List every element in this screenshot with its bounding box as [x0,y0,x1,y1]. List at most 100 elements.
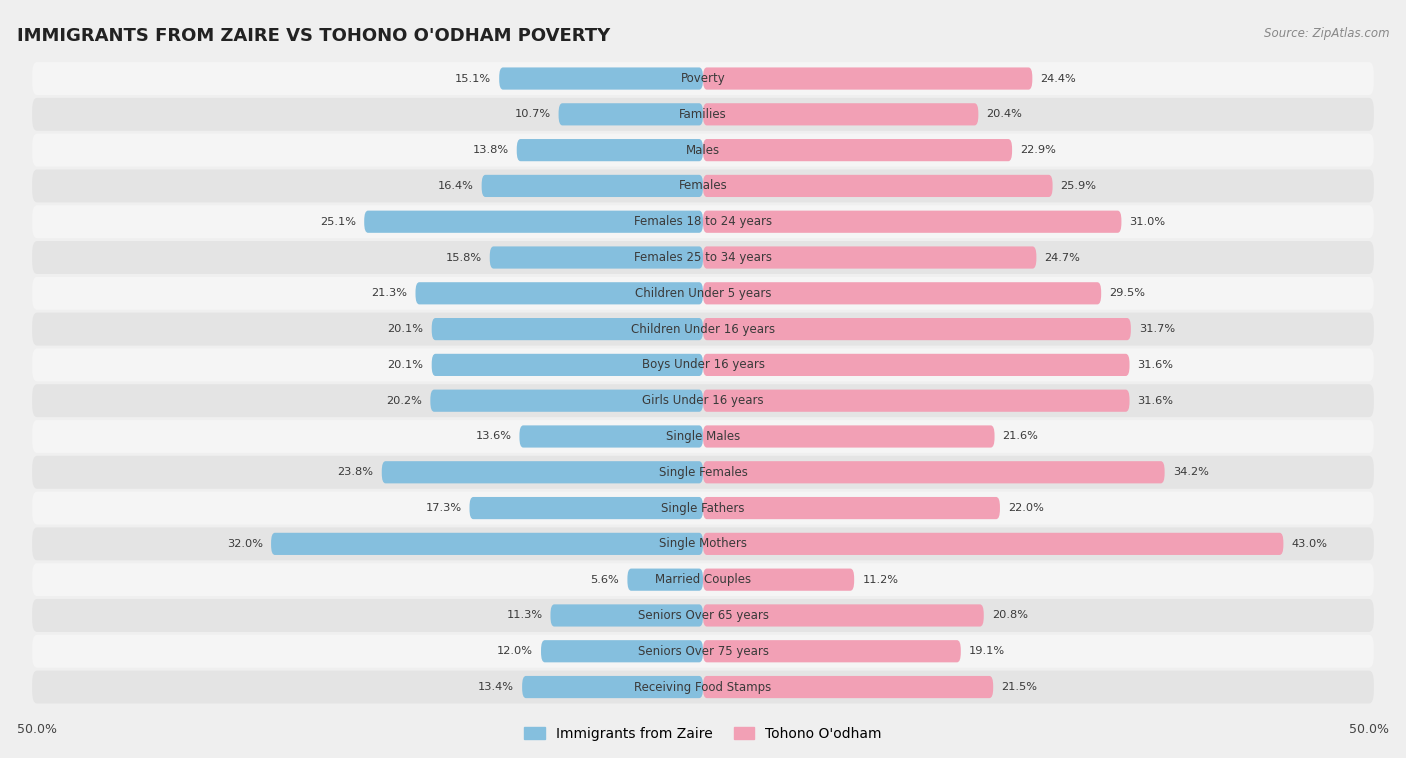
FancyBboxPatch shape [703,103,979,125]
FancyBboxPatch shape [271,533,703,555]
FancyBboxPatch shape [32,312,1374,346]
Text: 21.3%: 21.3% [371,288,408,299]
FancyBboxPatch shape [558,103,703,125]
FancyBboxPatch shape [551,604,703,627]
Text: Single Females: Single Females [658,465,748,479]
FancyBboxPatch shape [432,354,703,376]
FancyBboxPatch shape [703,676,993,698]
Text: Females 18 to 24 years: Females 18 to 24 years [634,215,772,228]
FancyBboxPatch shape [32,170,1374,202]
Text: 15.8%: 15.8% [446,252,482,262]
Text: Children Under 16 years: Children Under 16 years [631,323,775,336]
FancyBboxPatch shape [32,205,1374,238]
FancyBboxPatch shape [703,67,1032,89]
Text: 10.7%: 10.7% [515,109,551,119]
Text: 34.2%: 34.2% [1173,467,1209,478]
FancyBboxPatch shape [32,277,1374,310]
Text: Males: Males [686,143,720,157]
FancyBboxPatch shape [32,133,1374,167]
Legend: Immigrants from Zaire, Tohono O'odham: Immigrants from Zaire, Tohono O'odham [519,721,887,747]
Text: Females 25 to 34 years: Females 25 to 34 years [634,251,772,264]
Text: 50.0%: 50.0% [17,722,56,736]
FancyBboxPatch shape [703,568,855,590]
FancyBboxPatch shape [482,175,703,197]
FancyBboxPatch shape [432,318,703,340]
FancyBboxPatch shape [470,497,703,519]
Text: 20.8%: 20.8% [991,610,1028,621]
Text: Single Mothers: Single Mothers [659,537,747,550]
FancyBboxPatch shape [32,62,1374,95]
Text: 20.1%: 20.1% [388,324,423,334]
FancyBboxPatch shape [703,497,1000,519]
Text: Married Couples: Married Couples [655,573,751,586]
Text: Poverty: Poverty [681,72,725,85]
Text: 20.2%: 20.2% [387,396,422,406]
Text: 43.0%: 43.0% [1292,539,1327,549]
FancyBboxPatch shape [703,533,1284,555]
Text: 25.1%: 25.1% [321,217,356,227]
FancyBboxPatch shape [32,599,1374,632]
FancyBboxPatch shape [703,318,1130,340]
FancyBboxPatch shape [703,211,1122,233]
FancyBboxPatch shape [703,282,1101,305]
Text: 11.2%: 11.2% [862,575,898,584]
Text: Receiving Food Stamps: Receiving Food Stamps [634,681,772,694]
Text: IMMIGRANTS FROM ZAIRE VS TOHONO O'ODHAM POVERTY: IMMIGRANTS FROM ZAIRE VS TOHONO O'ODHAM … [17,27,610,45]
Text: 20.1%: 20.1% [388,360,423,370]
FancyBboxPatch shape [499,67,703,89]
FancyBboxPatch shape [32,349,1374,381]
FancyBboxPatch shape [703,175,1053,197]
Text: 32.0%: 32.0% [226,539,263,549]
FancyBboxPatch shape [703,604,984,627]
FancyBboxPatch shape [627,568,703,590]
FancyBboxPatch shape [430,390,703,412]
Text: 13.6%: 13.6% [475,431,512,441]
FancyBboxPatch shape [32,98,1374,131]
Text: 31.0%: 31.0% [1129,217,1166,227]
FancyBboxPatch shape [32,241,1374,274]
Text: 11.3%: 11.3% [506,610,543,621]
FancyBboxPatch shape [32,492,1374,525]
FancyBboxPatch shape [32,420,1374,453]
FancyBboxPatch shape [32,528,1374,560]
FancyBboxPatch shape [364,211,703,233]
FancyBboxPatch shape [416,282,703,305]
Text: 25.9%: 25.9% [1060,181,1097,191]
Text: 13.8%: 13.8% [472,145,509,155]
Text: 29.5%: 29.5% [1109,288,1146,299]
FancyBboxPatch shape [703,246,1036,268]
Text: 15.1%: 15.1% [456,74,491,83]
Text: Females: Females [679,180,727,193]
Text: 31.6%: 31.6% [1137,396,1174,406]
FancyBboxPatch shape [517,139,703,161]
Text: 50.0%: 50.0% [1350,722,1389,736]
FancyBboxPatch shape [32,634,1374,668]
Text: 22.9%: 22.9% [1021,145,1056,155]
Text: Girls Under 16 years: Girls Under 16 years [643,394,763,407]
Text: Families: Families [679,108,727,121]
FancyBboxPatch shape [703,641,960,662]
Text: 24.4%: 24.4% [1040,74,1076,83]
FancyBboxPatch shape [489,246,703,268]
Text: 21.5%: 21.5% [1001,682,1038,692]
Text: 16.4%: 16.4% [437,181,474,191]
Text: Seniors Over 75 years: Seniors Over 75 years [637,645,769,658]
Text: 19.1%: 19.1% [969,647,1005,656]
FancyBboxPatch shape [541,641,703,662]
Text: 20.4%: 20.4% [987,109,1022,119]
Text: 31.7%: 31.7% [1139,324,1175,334]
Text: Single Males: Single Males [666,430,740,443]
FancyBboxPatch shape [32,563,1374,596]
Text: Seniors Over 65 years: Seniors Over 65 years [637,609,769,622]
Text: 17.3%: 17.3% [425,503,461,513]
FancyBboxPatch shape [32,384,1374,417]
FancyBboxPatch shape [522,676,703,698]
Text: 31.6%: 31.6% [1137,360,1174,370]
Text: 24.7%: 24.7% [1045,252,1080,262]
FancyBboxPatch shape [32,671,1374,703]
FancyBboxPatch shape [703,390,1129,412]
Text: 22.0%: 22.0% [1008,503,1043,513]
FancyBboxPatch shape [32,456,1374,489]
FancyBboxPatch shape [703,461,1164,484]
FancyBboxPatch shape [703,354,1129,376]
